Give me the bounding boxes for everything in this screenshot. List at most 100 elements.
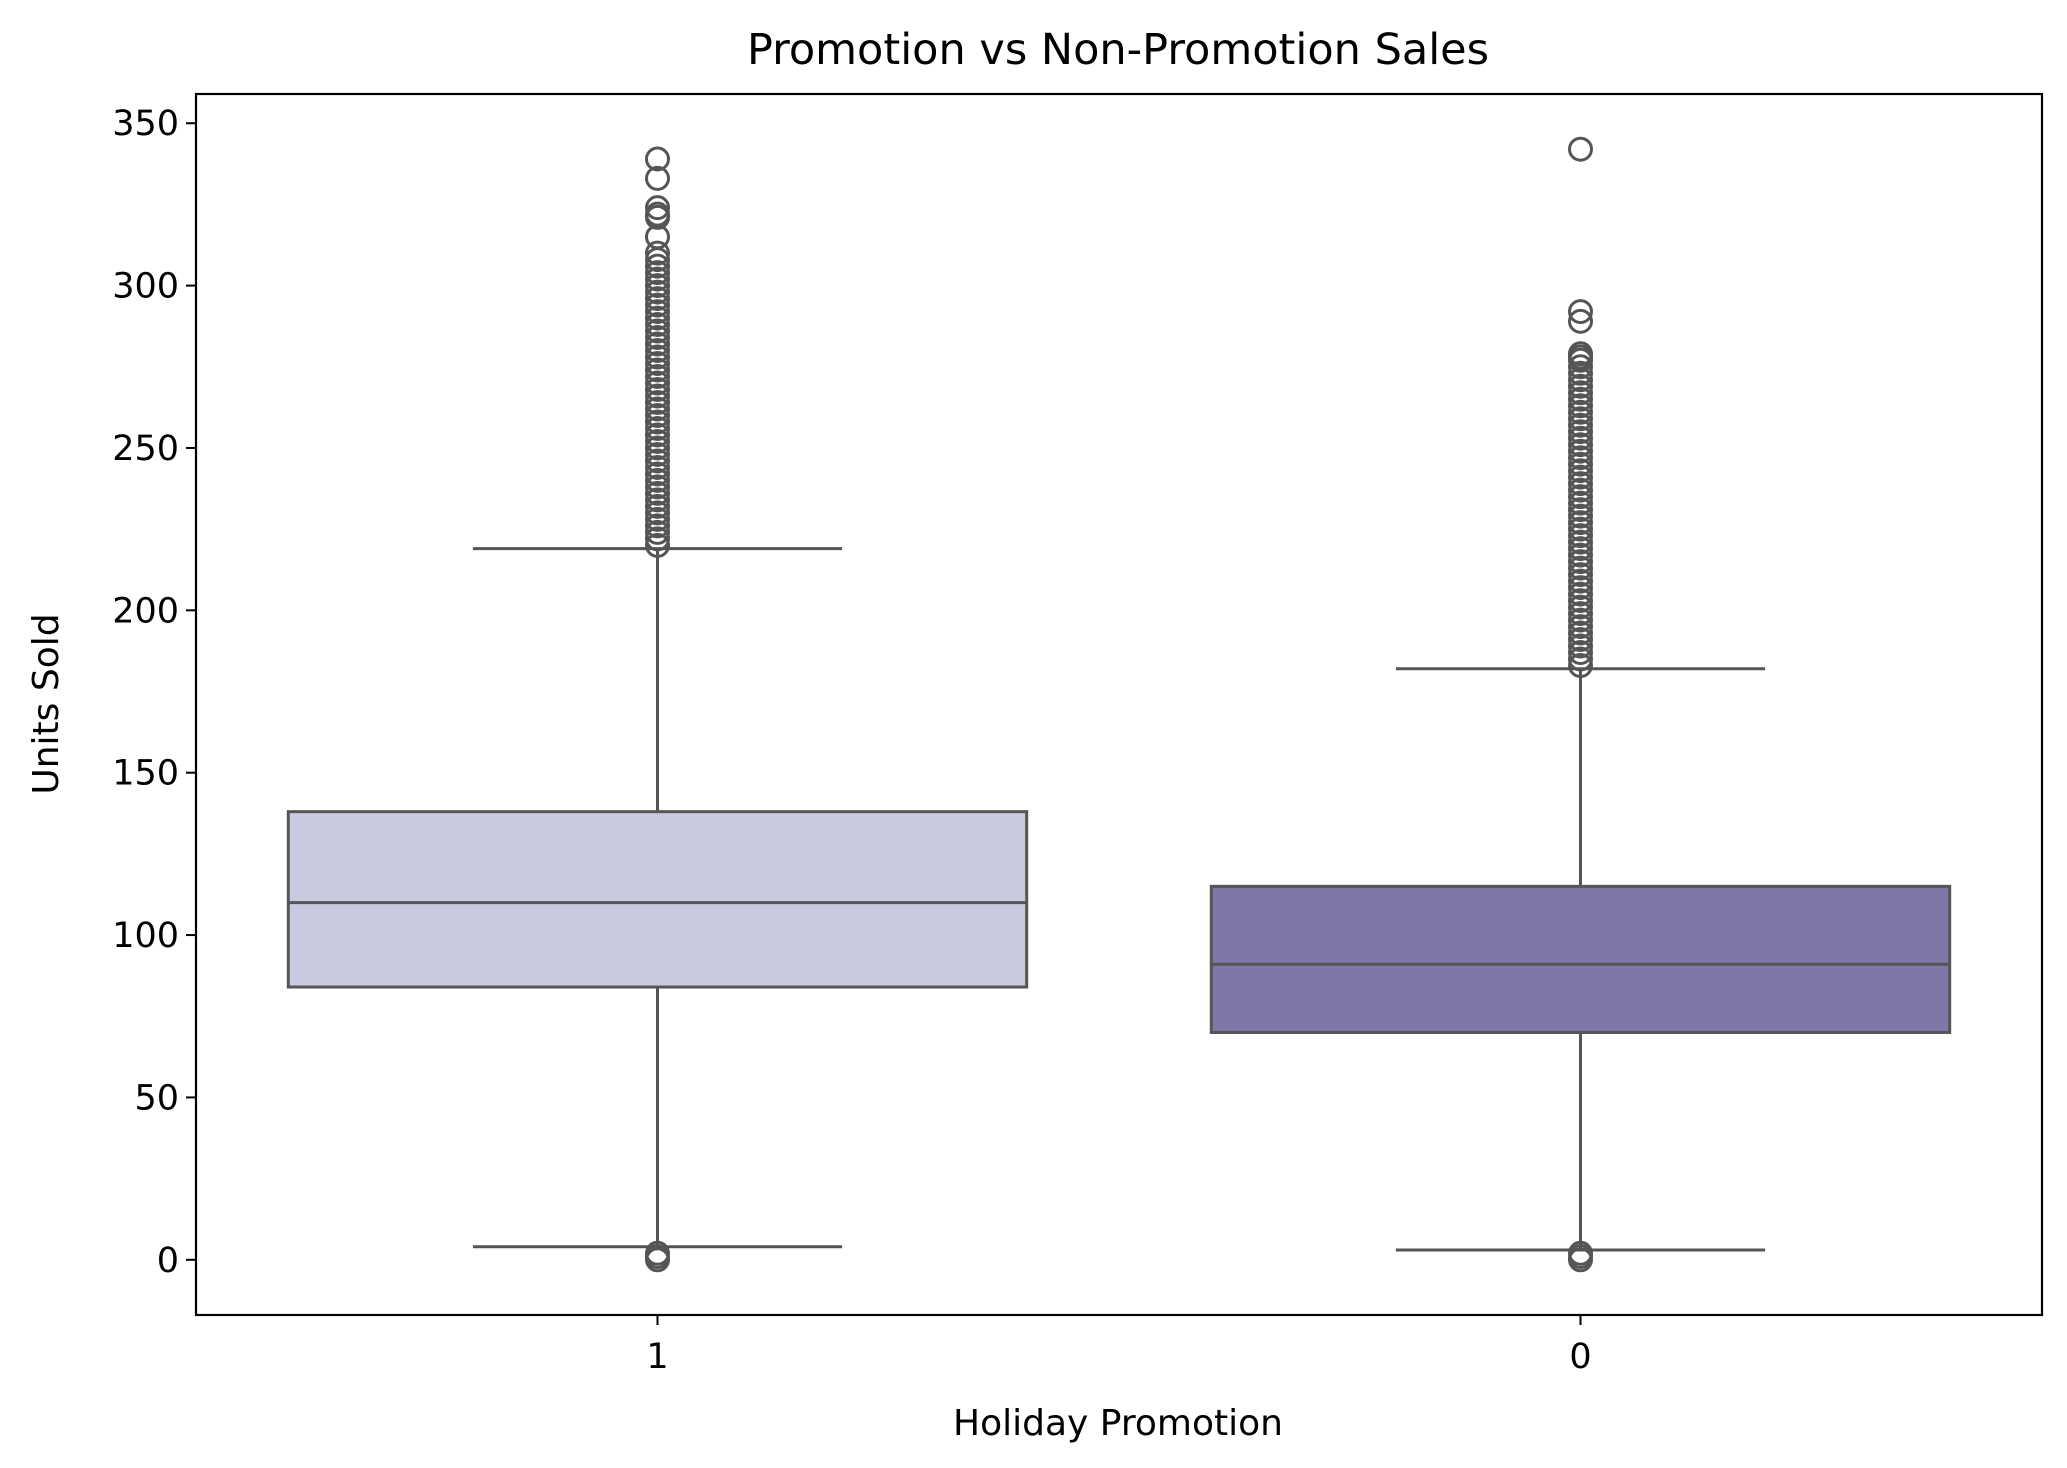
outlier-point: [1568, 445, 1593, 471]
outlier-point: [1568, 581, 1593, 607]
outlier-point: [645, 506, 670, 532]
y-tick-label: 100: [112, 916, 179, 956]
outlier-point: [645, 299, 670, 325]
x-tick-label: 1: [646, 1337, 668, 1377]
x-tick-label: 0: [1569, 1337, 1591, 1377]
iqr-box: [1209, 884, 1952, 1034]
outlier-point: [645, 526, 670, 552]
outlier-point: [1568, 458, 1593, 484]
outlier-point: [645, 422, 670, 448]
outlier-point: [1568, 412, 1593, 438]
outlier-point: [645, 493, 670, 519]
outlier-point: [645, 435, 670, 461]
outlier-point: [645, 383, 670, 409]
outlier-point: [645, 519, 670, 545]
outlier-point: [645, 286, 670, 312]
outlier-point: [1568, 490, 1593, 516]
outlier-point: [1568, 373, 1593, 399]
outlier-point: [1568, 653, 1593, 679]
outlier-point: [645, 338, 670, 364]
outlier-point: [1568, 464, 1593, 490]
outlier-point: [1568, 640, 1593, 666]
y-tick-label: 50: [134, 1078, 179, 1118]
outlier-point: [645, 500, 670, 526]
outlier-point: [645, 318, 670, 344]
outlier-point: [1568, 393, 1593, 419]
outlier-point: [645, 467, 670, 493]
plot-area: [286, 136, 1952, 1273]
outlier-point: [1568, 594, 1593, 620]
outlier-point: [1568, 432, 1593, 458]
outlier-point: [1568, 516, 1593, 542]
outlier-point: [645, 253, 670, 279]
outlier-point: [645, 1240, 670, 1266]
outlier-point: [1568, 419, 1593, 445]
y-tick-label: 150: [112, 754, 179, 794]
outlier-point: [1568, 607, 1593, 633]
outlier-point: [1568, 542, 1593, 568]
outlier-point: [1568, 136, 1593, 162]
outlier-point: [1568, 601, 1593, 627]
y-tick-label: 200: [112, 591, 179, 631]
outlier-point: [645, 279, 670, 305]
outlier-point: [645, 195, 670, 221]
outlier-point: [1568, 360, 1593, 386]
y-axis-label: Units Sold: [26, 613, 67, 794]
outlier-point: [1568, 1240, 1593, 1266]
outlier-point: [1568, 620, 1593, 646]
outlier-point: [645, 305, 670, 331]
outlier-point: [645, 364, 670, 390]
outlier-point: [1568, 471, 1593, 497]
outlier-point: [1568, 341, 1593, 367]
outlier-point: [1568, 477, 1593, 503]
outlier-point: [1568, 549, 1593, 575]
outlier-point: [645, 389, 670, 415]
outlier-point: [645, 312, 670, 338]
outlier-point: [1568, 503, 1593, 529]
outlier-point: [1568, 633, 1593, 659]
outlier-point: [1568, 299, 1593, 325]
y-tick-label: 350: [112, 104, 179, 144]
outlier-point: [1568, 484, 1593, 510]
outlier-point: [645, 325, 670, 351]
outlier-point: [1568, 308, 1593, 334]
outlier-point: [1568, 555, 1593, 581]
outlier-point: [1568, 562, 1593, 588]
outlier-point: [645, 409, 670, 435]
outlier-point: [1568, 438, 1593, 464]
outlier-point: [1568, 497, 1593, 523]
outlier-point: [645, 377, 670, 403]
outlier-point: [1568, 406, 1593, 432]
iqr-box: [286, 810, 1029, 989]
outlier-point: [645, 240, 670, 266]
y-tick-label: 250: [112, 429, 179, 469]
outlier-point: [645, 165, 670, 191]
outlier-point: [645, 260, 670, 286]
box-group-1: [286, 146, 1029, 1273]
outlier-point: [645, 273, 670, 299]
outlier-point: [645, 532, 670, 558]
outlier-point: [645, 292, 670, 318]
y-axis: 0 50 100 150 200 250 300 350: [112, 104, 196, 1281]
outlier-point: [1568, 354, 1593, 380]
outlier-point: [645, 351, 670, 377]
outlier-point: [1568, 568, 1593, 594]
outlier-point: [645, 344, 670, 370]
outlier-point: [645, 396, 670, 422]
outlier-point: [1568, 380, 1593, 406]
outlier-point: [1568, 536, 1593, 562]
outlier-point: [645, 415, 670, 441]
outlier-point: [1568, 646, 1593, 672]
outlier-point: [645, 402, 670, 428]
y-tick-label: 300: [112, 267, 179, 307]
outlier-point: [645, 448, 670, 474]
outlier-point: [645, 487, 670, 513]
outlier-point: [645, 474, 670, 500]
box-group-0: [1209, 136, 1952, 1273]
outlier-point: [645, 461, 670, 487]
outlier-point: [645, 146, 670, 172]
outlier-point: [645, 480, 670, 506]
outlier-point: [645, 331, 670, 357]
